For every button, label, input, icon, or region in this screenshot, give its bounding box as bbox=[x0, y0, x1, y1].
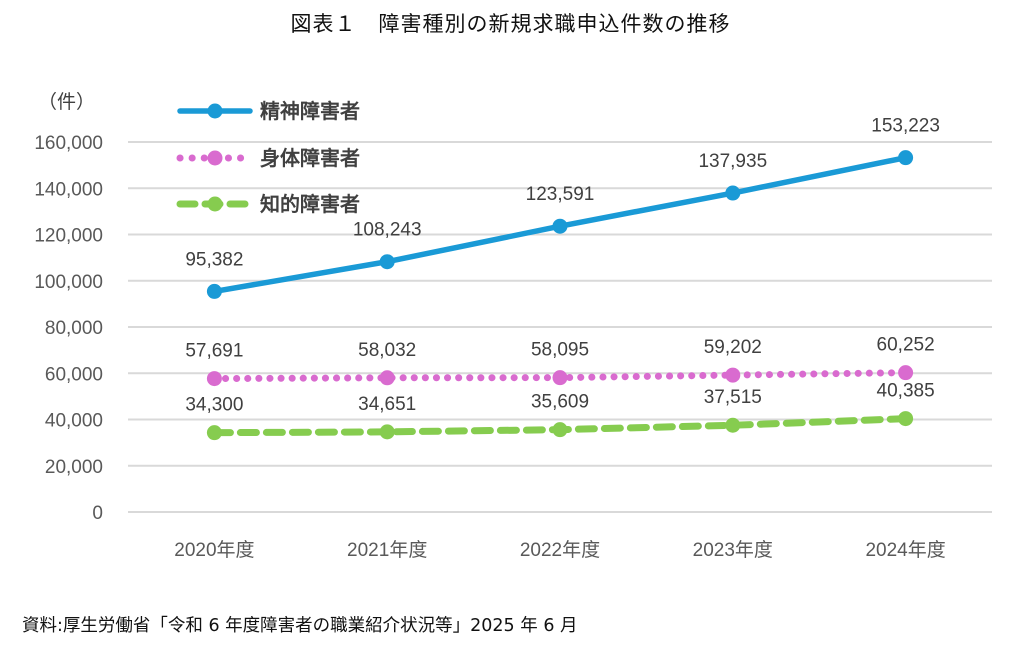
y-tick-label: 60,000 bbox=[45, 364, 103, 385]
data-point-marker bbox=[552, 218, 568, 234]
data-label: 153,223 bbox=[871, 116, 940, 137]
data-point-marker bbox=[379, 370, 395, 386]
data-point-marker bbox=[206, 425, 222, 441]
y-tick-label: 160,000 bbox=[34, 133, 103, 154]
data-label: 95,382 bbox=[185, 249, 243, 270]
data-label: 40,385 bbox=[877, 381, 935, 402]
y-tick-label: 120,000 bbox=[34, 226, 103, 247]
data-label: 137,935 bbox=[698, 151, 767, 172]
x-tick-label: 2022年度 bbox=[520, 539, 600, 561]
data-point-marker bbox=[206, 283, 222, 299]
data-label: 58,032 bbox=[358, 340, 416, 361]
y-tick-label: 140,000 bbox=[34, 179, 103, 200]
x-tick-label: 2023年度 bbox=[693, 539, 773, 561]
data-point-marker bbox=[379, 254, 395, 270]
x-tick-label: 2021年度 bbox=[347, 539, 427, 561]
legend-item-1: 精神障害者 bbox=[177, 99, 360, 123]
y-axis-unit-label: （件） bbox=[38, 91, 95, 113]
legend-marker bbox=[207, 150, 223, 166]
legend-item-3: 知的障害者 bbox=[176, 192, 360, 216]
data-label: 34,651 bbox=[358, 394, 416, 415]
data-point-marker bbox=[898, 365, 914, 381]
series-group: 95,382 108,243 123,591 137,935 153,223 57,691… bbox=[185, 116, 940, 441]
data-label: 35,609 bbox=[531, 392, 589, 413]
legend-label: 知的障害者 bbox=[260, 192, 360, 216]
data-label: 58,095 bbox=[531, 340, 589, 361]
chart-title: 図表１ 障害種別の新規求職申込件数の推移 bbox=[290, 12, 731, 36]
legend-marker bbox=[207, 103, 223, 119]
legend-item-2: 身体障害者 bbox=[176, 146, 360, 170]
data-label: 34,300 bbox=[185, 395, 243, 416]
source-note: 資料:厚生労働省「令和 6 年度障害者の職業紹介状況等」2025 年 6 月 bbox=[22, 616, 578, 636]
data-point-marker bbox=[206, 371, 222, 387]
data-point-marker bbox=[725, 367, 741, 383]
y-tick-label: 0 bbox=[92, 503, 103, 524]
data-point-marker bbox=[725, 417, 741, 433]
data-label: 57,691 bbox=[185, 341, 243, 362]
data-label: 37,515 bbox=[704, 387, 762, 408]
data-point-marker bbox=[898, 411, 914, 427]
legend-label: 精神障害者 bbox=[260, 99, 360, 123]
data-label: 59,202 bbox=[704, 337, 762, 358]
data-point-marker bbox=[898, 150, 914, 166]
data-point-marker bbox=[379, 424, 395, 440]
data-point-marker bbox=[552, 422, 568, 438]
series-1: 95,382 108,243 123,591 137,935 153,223 bbox=[185, 116, 940, 299]
data-label: 60,252 bbox=[877, 335, 935, 356]
data-point-marker bbox=[552, 370, 568, 386]
data-point-marker bbox=[725, 185, 741, 201]
series-3: 34,300 34,651 35,609 37,515 40,385 bbox=[185, 381, 935, 441]
data-label: 123,591 bbox=[526, 184, 595, 205]
y-tick-label: 100,000 bbox=[34, 272, 103, 293]
x-tick-label: 2020年度 bbox=[174, 539, 254, 561]
series-2: 57,691 58,032 58,095 59,202 60,252 bbox=[185, 335, 935, 387]
y-tick-label: 40,000 bbox=[45, 411, 103, 432]
x-tick-label: 2024年度 bbox=[865, 539, 945, 561]
gridlines bbox=[128, 141, 992, 513]
line-chart: 0 20,000 40,000 60,000 80,000 100,000 120,000 1… bbox=[34, 91, 992, 561]
data-label: 108,243 bbox=[353, 220, 422, 241]
y-tick-label: 80,000 bbox=[45, 318, 103, 339]
legend-marker bbox=[207, 196, 223, 212]
x-axis-ticks: 2020年度 2021年度 2022年度 2023年度 2024年度 bbox=[174, 539, 945, 561]
y-tick-label: 20,000 bbox=[45, 457, 103, 478]
legend-label: 身体障害者 bbox=[260, 146, 360, 170]
y-axis-ticks: 0 20,000 40,000 60,000 80,000 100,000 120,000 1… bbox=[34, 133, 103, 524]
